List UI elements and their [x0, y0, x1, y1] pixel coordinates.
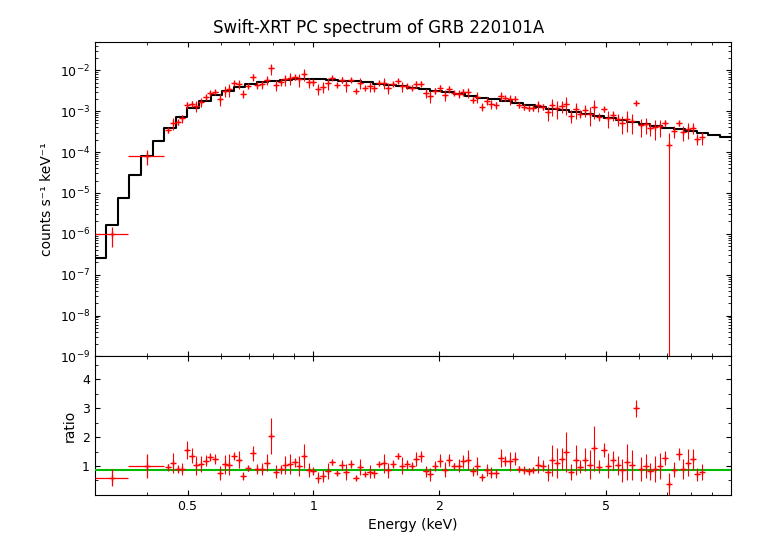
Y-axis label: ratio: ratio — [62, 409, 77, 441]
Y-axis label: counts s⁻¹ keV⁻¹: counts s⁻¹ keV⁻¹ — [40, 142, 54, 256]
X-axis label: Energy (keV): Energy (keV) — [368, 518, 458, 532]
Text: Swift-XRT PC spectrum of GRB 220101A: Swift-XRT PC spectrum of GRB 220101A — [213, 19, 545, 37]
